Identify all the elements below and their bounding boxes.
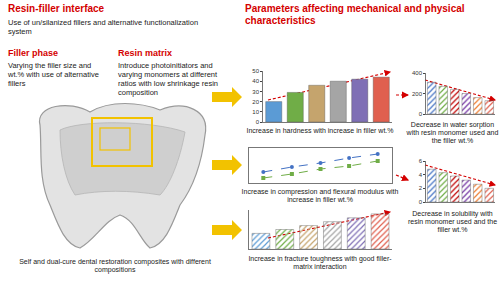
svg-text:30: 30 [252, 89, 259, 95]
html-text:Introduce photoinitiators and: Introduce photoinitiators and varying mo… [118, 61, 218, 97]
svg-text:0: 0 [419, 111, 423, 117]
svg-text:40: 40 [252, 78, 259, 84]
html-text:Increase in compression and fl: Increase in compression and flexural mod… [241, 188, 399, 203]
svg-text:50: 50 [252, 68, 259, 74]
svg-text:20: 20 [252, 99, 259, 105]
svg-text:200: 200 [412, 91, 423, 97]
svg-text:0: 0 [256, 119, 260, 125]
html-text:Parameters affecting mechanica: Parameters affecting mechanical and phys… [245, 3, 465, 26]
svg-text:10: 10 [252, 109, 259, 115]
html-text:Varying the filler size and wt: Varying the filler size and wt.% with us… [8, 61, 99, 88]
html-text:Filler phase: Filler phase [8, 48, 58, 58]
html-text:Increase in fracture toughness: Increase in fracture toughness with good… [248, 255, 392, 270]
html-text:Resin matrix: Resin matrix [118, 48, 172, 58]
svg-text:6: 6 [419, 158, 423, 164]
svg-text:4: 4 [419, 172, 423, 178]
html-text:Decrease in solubility with re: Decrease in solubility with resin monome… [407, 210, 497, 233]
html-text:Self and dual-cure dental rest: Self and dual-cure dental restoration co… [19, 258, 211, 273]
svg-text:2: 2 [419, 185, 423, 191]
svg-text:400: 400 [412, 70, 423, 76]
html-text:Use of un/silanized fillers an: Use of un/silanized fillers and alternat… [8, 18, 199, 36]
html-text:Resin-filler interface: Resin-filler interface [8, 3, 105, 14]
html-text:Decrease in water sorption wit: Decrease in water sorption with resin mo… [406, 121, 499, 144]
svg-text:0: 0 [419, 199, 423, 205]
html-text:Increase in hardness with incr: Increase in hardness with increase in fi… [246, 127, 394, 134]
